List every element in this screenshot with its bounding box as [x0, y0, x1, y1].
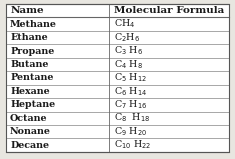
Text: C$_3$ H$_6$: C$_3$ H$_6$ [114, 45, 144, 57]
Text: Ethane: Ethane [10, 33, 48, 42]
Text: Nonane: Nonane [10, 127, 51, 136]
Text: Name: Name [10, 6, 44, 15]
Text: Propane: Propane [10, 47, 54, 55]
Text: Decane: Decane [10, 141, 49, 150]
Text: C$_8$  H$_{18}$: C$_8$ H$_{18}$ [114, 112, 151, 124]
Text: Pentane: Pentane [10, 73, 54, 82]
Text: CH$_4$: CH$_4$ [114, 18, 136, 30]
Text: Heptane: Heptane [10, 100, 55, 109]
Text: C$_4$ H$_8$: C$_4$ H$_8$ [114, 58, 143, 71]
Text: Butane: Butane [10, 60, 48, 69]
Text: C$_7$ H$_{16}$: C$_7$ H$_{16}$ [114, 99, 148, 111]
Text: C$_{10}$ H$_{22}$: C$_{10}$ H$_{22}$ [114, 139, 152, 151]
Text: Octane: Octane [10, 114, 48, 123]
Text: Molecular Formula: Molecular Formula [114, 6, 225, 15]
Text: C$_6$ H$_{14}$: C$_6$ H$_{14}$ [114, 85, 148, 98]
Text: C$_9$ H$_{20}$: C$_9$ H$_{20}$ [114, 125, 148, 138]
Text: Methane: Methane [10, 20, 57, 29]
Text: C$_2$H$_6$: C$_2$H$_6$ [114, 31, 141, 44]
Text: Hexane: Hexane [10, 87, 50, 96]
Text: C$_5$ H$_{12}$: C$_5$ H$_{12}$ [114, 72, 147, 84]
